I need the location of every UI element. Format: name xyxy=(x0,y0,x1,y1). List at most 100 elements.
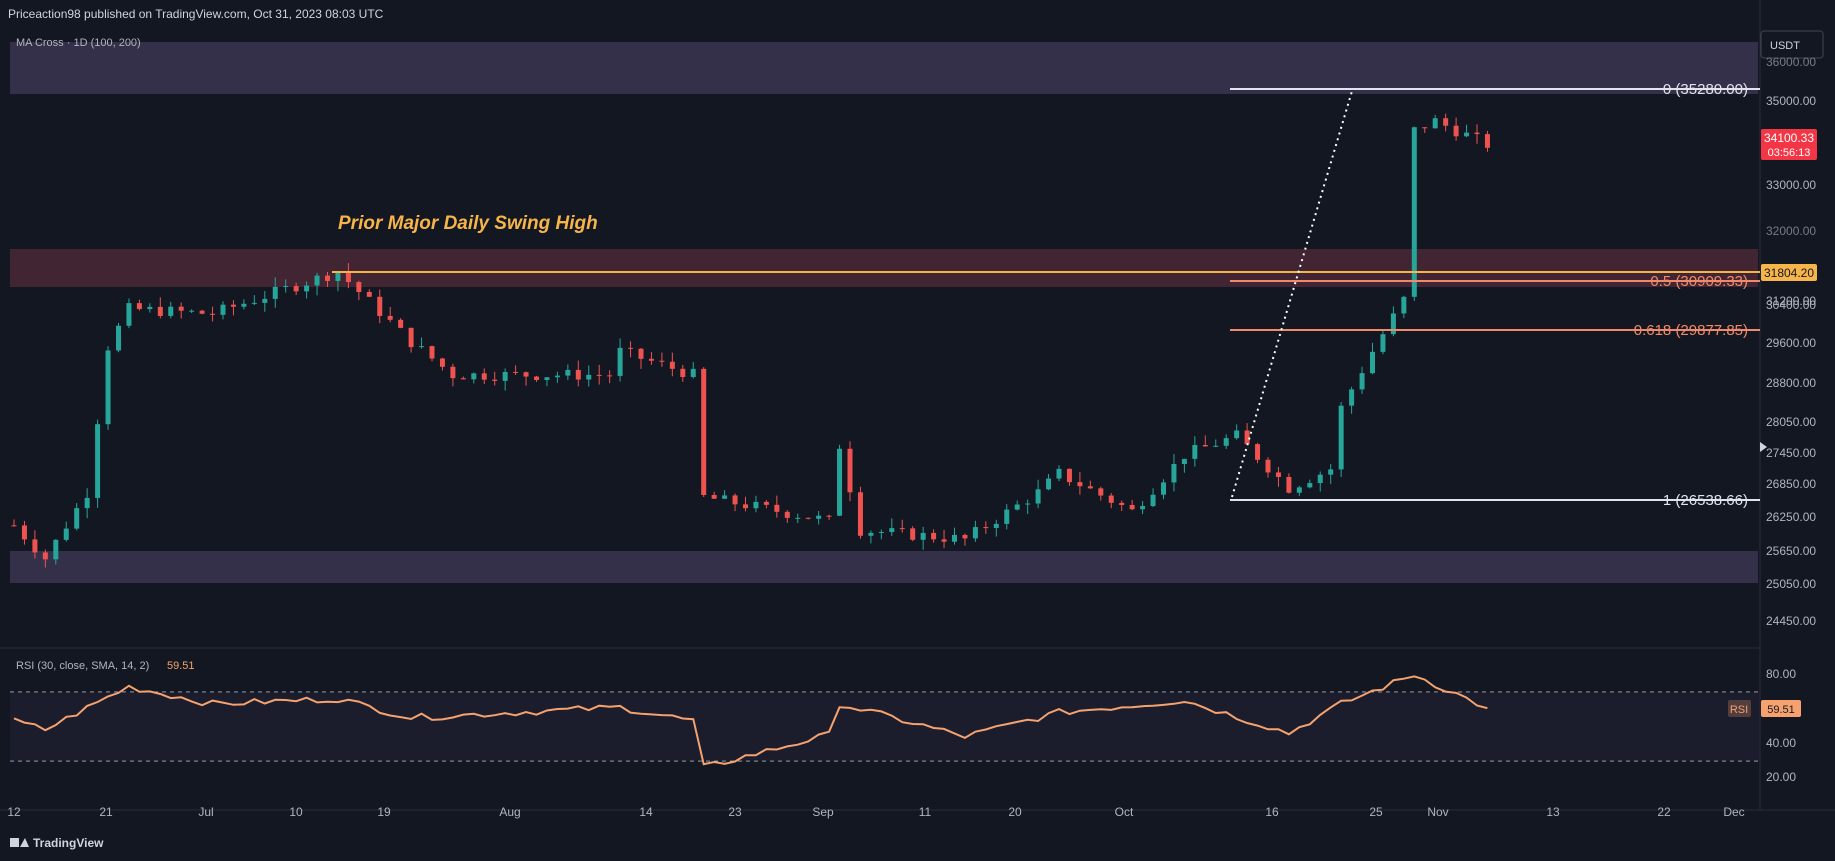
time-axis-label: Jul xyxy=(198,805,213,819)
price-axis-label: 25050.00 xyxy=(1766,577,1816,591)
last-price-value: 34100.33 xyxy=(1764,131,1814,145)
time-axis-label: 19 xyxy=(377,805,391,819)
candle-body xyxy=(1192,444,1198,459)
candle-body xyxy=(1411,127,1417,297)
candle-body xyxy=(21,525,27,540)
candle-body xyxy=(931,532,937,540)
candle-body xyxy=(857,492,863,536)
candle-body xyxy=(220,304,226,315)
ma-indicator-label[interactable]: MA Cross · 1D (100, 200) xyxy=(16,37,141,49)
time-axis-label: 20 xyxy=(1008,805,1022,819)
candle-body xyxy=(941,539,947,542)
axis-scroll-marker-icon[interactable] xyxy=(1760,442,1767,452)
candle-body xyxy=(1234,430,1240,439)
rsi-value-tag-text: 59.51 xyxy=(1767,704,1795,716)
candle-body xyxy=(74,508,80,529)
candle-body xyxy=(1349,389,1355,406)
candle-body xyxy=(837,448,843,516)
time-axis-label: Aug xyxy=(499,805,520,819)
candle-body xyxy=(1380,334,1386,352)
candle-body xyxy=(147,306,153,310)
candle-body xyxy=(544,377,550,380)
candle-body xyxy=(669,361,675,369)
candle-body xyxy=(575,369,581,380)
candle-body xyxy=(84,497,90,509)
candle-body xyxy=(805,517,811,519)
rsi-band-fill xyxy=(10,692,1760,761)
fib-0-label: 0 (35280.00) xyxy=(1663,81,1748,98)
candle-body xyxy=(607,375,613,377)
candle-body xyxy=(1035,489,1041,504)
price-axis-label: 26850.00 xyxy=(1766,477,1816,491)
candle-body xyxy=(1046,478,1052,490)
candle-body xyxy=(345,272,351,283)
candle-body xyxy=(32,539,38,553)
candle-body xyxy=(732,495,738,505)
candle-body xyxy=(1390,313,1396,335)
time-axis-label: 25 xyxy=(1369,805,1383,819)
rsi-tag-box xyxy=(1728,700,1751,717)
tradingview-logo[interactable]: TradingView xyxy=(10,836,104,850)
currency-button[interactable] xyxy=(1760,30,1824,59)
candle-body xyxy=(795,517,801,519)
candle-body xyxy=(962,534,968,539)
candle-body xyxy=(648,358,654,361)
candle-body xyxy=(1401,296,1407,314)
candle-body xyxy=(1004,509,1010,524)
candle-body xyxy=(1223,438,1229,446)
price-axis[interactable]: 36000.00 35000.00 33000.00 32000.00 3120… xyxy=(1766,55,1816,628)
rsi-axis-label: 20.00 xyxy=(1766,770,1796,784)
candle-body xyxy=(241,303,247,307)
candle-body xyxy=(439,358,445,367)
candle-body xyxy=(210,313,216,315)
candle-body xyxy=(105,350,111,425)
candle-body xyxy=(889,528,895,533)
candle-body xyxy=(335,272,341,281)
candle-body xyxy=(983,527,989,529)
price-axis-label: 35000.00 xyxy=(1766,94,1816,108)
candle-body xyxy=(722,495,728,499)
candle-body xyxy=(283,286,289,288)
candle-body xyxy=(136,303,142,310)
candle-body xyxy=(680,368,686,377)
candle-body xyxy=(1265,459,1271,473)
fib-1-label: 1 (26538.66) xyxy=(1663,492,1748,509)
candle-body xyxy=(366,291,372,297)
candle-body xyxy=(1171,463,1177,483)
price-axis-label: 24450.00 xyxy=(1766,614,1816,628)
candle-body xyxy=(272,286,278,299)
time-axis-label: Sep xyxy=(812,805,834,819)
candle-body xyxy=(1296,487,1302,493)
candle-body xyxy=(743,504,748,509)
candle-body xyxy=(189,310,195,312)
last-price-tag xyxy=(1761,129,1817,160)
time-axis-label: 13 xyxy=(1546,805,1560,819)
candle-body xyxy=(1202,444,1208,447)
candle-body xyxy=(1443,118,1449,126)
candle-body xyxy=(314,275,320,286)
candle-body xyxy=(1307,483,1313,488)
price-axis-label: 36000.00 xyxy=(1766,55,1816,69)
candle-body xyxy=(293,286,299,292)
candle-body xyxy=(753,501,759,509)
time-axis-label: 14 xyxy=(639,805,653,819)
candle-body xyxy=(1056,468,1062,479)
candle-body xyxy=(42,552,48,560)
candle-body xyxy=(899,528,905,530)
candle-body xyxy=(513,371,519,373)
rsi-line xyxy=(13,675,1488,766)
candle-body xyxy=(157,306,163,316)
candle-body xyxy=(1422,127,1428,129)
candle-body xyxy=(784,511,790,518)
candle-body xyxy=(523,372,529,377)
rsi-indicator-label[interactable]: RSI (30, close, SMA, 14, 2) xyxy=(16,660,149,672)
time-axis[interactable]: 12 21 Jul 10 19 Aug 14 23 Sep 11 20 Oct … xyxy=(7,805,1744,819)
candle-body xyxy=(1066,468,1072,483)
candle-body xyxy=(429,346,435,359)
price-axis-label: 28050.00 xyxy=(1766,415,1816,429)
candle-body xyxy=(460,378,466,380)
time-axis-label: 21 xyxy=(99,805,113,819)
candle-body xyxy=(847,448,853,493)
